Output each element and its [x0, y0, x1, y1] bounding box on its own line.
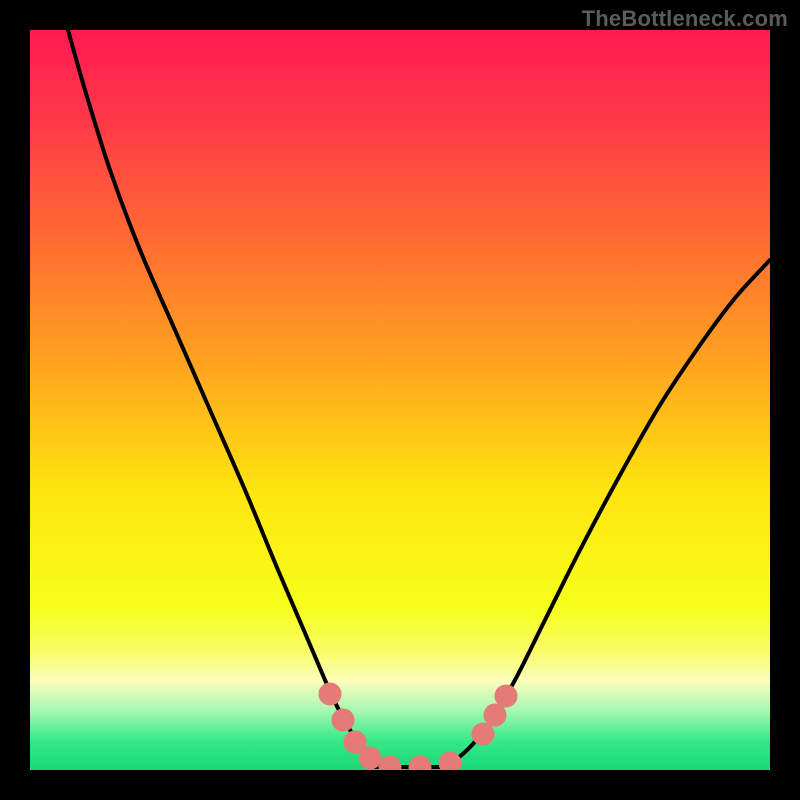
- marker-point: [439, 752, 461, 770]
- marker-point: [359, 747, 381, 769]
- marker-point: [484, 704, 506, 726]
- marker-point: [319, 683, 341, 705]
- marker-point: [332, 709, 354, 731]
- plot-area: [30, 30, 770, 770]
- marker-point: [472, 723, 494, 745]
- gradient-background: [30, 30, 770, 770]
- bottleneck-curve-chart: [30, 30, 770, 770]
- chart-frame: TheBottleneck.com: [0, 0, 800, 800]
- watermark-text: TheBottleneck.com: [582, 6, 788, 32]
- marker-point: [495, 685, 517, 707]
